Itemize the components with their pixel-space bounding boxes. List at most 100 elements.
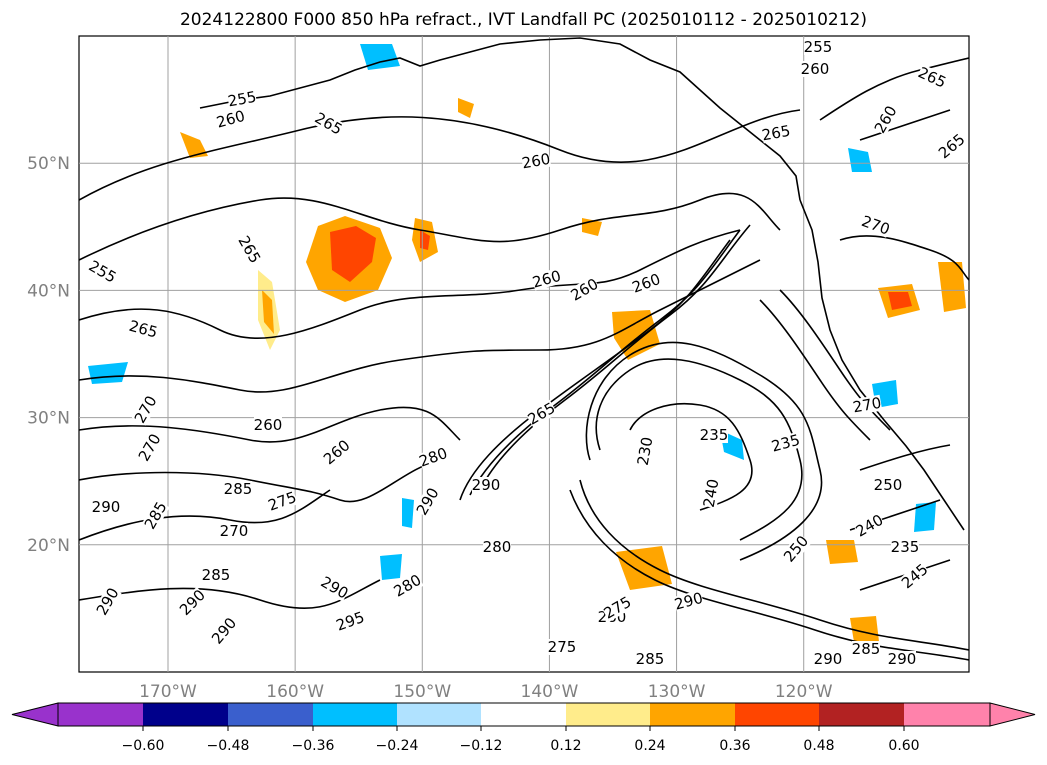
contour-label-bg	[916, 64, 949, 91]
contour-label-bg	[935, 131, 968, 162]
contour-label-bg	[770, 431, 802, 455]
patch-blue	[402, 498, 414, 528]
contour-label: 270	[851, 394, 882, 417]
contour-label-bg	[801, 61, 829, 77]
colorbar-tick-label: −0.24	[376, 738, 419, 754]
contour-label-bg	[135, 431, 164, 464]
contour-label-bg	[874, 477, 902, 493]
contour-label-bg	[568, 275, 601, 304]
colorbar-tick-label: −0.48	[207, 738, 250, 754]
contour-label-bg	[804, 39, 832, 55]
contour-label-bg	[127, 317, 159, 341]
contour-label-bg	[871, 103, 900, 136]
contour-label-bg	[318, 573, 351, 602]
lon-label: 140°W	[521, 682, 579, 702]
lon-label: 120°W	[775, 682, 833, 702]
contour-label: 230	[634, 435, 657, 466]
contour-label: 270	[220, 522, 249, 540]
map-frame	[78, 35, 970, 673]
colorbar-tick-label: 0.60	[888, 738, 919, 754]
contour-label: 290	[92, 498, 121, 516]
contour-label: 275	[548, 638, 577, 656]
contour-line	[819, 57, 969, 121]
colorbar-bin	[58, 703, 143, 726]
contour-label: 260	[520, 150, 551, 173]
contour-line	[595, 358, 803, 541]
contour-label: 280	[483, 538, 512, 556]
contour-label-bg	[700, 427, 728, 443]
contour-line	[479, 224, 751, 491]
patch-blue	[380, 554, 402, 580]
contour-lines	[79, 57, 969, 661]
patch-orange	[180, 132, 208, 158]
contour-line	[459, 239, 731, 501]
contour-label-bg	[851, 394, 883, 416]
colorbar-bin	[904, 703, 990, 726]
latitude-labels: 50°N 40°N 30°N 20°N	[27, 154, 70, 556]
contour-label: 265	[760, 122, 791, 145]
coastline-na-west	[799, 199, 965, 531]
contour-label-bg	[630, 270, 663, 296]
colorbar-tick-label: 0.24	[634, 738, 665, 754]
colorbar-under-extend	[11, 702, 59, 727]
colorbar-bin	[313, 703, 397, 726]
lat-label: 50°N	[27, 154, 70, 174]
contour-label: 285	[224, 480, 253, 498]
contour-line	[759, 299, 871, 441]
contour-label: 255	[226, 88, 257, 111]
contour-line	[839, 235, 969, 281]
contour-label-bg	[417, 444, 450, 470]
contour-label-bg	[220, 523, 248, 539]
contour-label-bg	[859, 212, 892, 238]
lat-label: 30°N	[27, 409, 70, 429]
colorbar-tick-label: 0.12	[550, 738, 581, 754]
contour-label-bg	[891, 539, 919, 555]
contour-label-bg	[888, 651, 916, 667]
contour-line	[579, 479, 969, 651]
contour-label-bg	[781, 532, 812, 565]
contour-label-bg	[141, 499, 170, 532]
contour-line	[79, 229, 741, 340]
contour-label-bg	[472, 477, 500, 493]
contour-line	[79, 192, 781, 261]
longitude-labels: 170°W 160°W 150°W 140°W 130°W 120°W	[139, 682, 833, 702]
colorbar-tick-label: −0.12	[460, 738, 503, 754]
contour-line	[79, 406, 461, 443]
patch-red	[330, 226, 376, 282]
patch-orange	[938, 262, 966, 312]
contour-label: 285	[636, 650, 665, 668]
contour-label-bg	[548, 639, 576, 655]
colorbar-tick-label: 0.48	[803, 738, 834, 754]
contour-label: 255	[804, 38, 833, 56]
contour-label-bg	[673, 589, 705, 613]
contour-label: 260	[801, 60, 830, 78]
contour-label-bg	[636, 651, 664, 667]
contour-line	[859, 109, 951, 141]
lat-label: 20°N	[27, 536, 70, 556]
contour-label-bg	[92, 499, 120, 515]
contour-label-bg	[254, 417, 282, 433]
contour-label-bg	[266, 488, 299, 514]
contour-label-bg	[226, 88, 258, 110]
contour-label-bg	[131, 393, 160, 426]
patch-red	[888, 292, 912, 310]
contour-label-bg	[814, 651, 842, 667]
contour-label-bg	[391, 571, 424, 600]
lon-label: 160°W	[266, 682, 324, 702]
patch-blue	[848, 148, 872, 172]
contour-label-bg	[601, 593, 634, 622]
patch-orange	[612, 310, 660, 360]
lon-label: 170°W	[139, 682, 197, 702]
colorbar-bin	[566, 703, 650, 726]
patch-blue	[914, 502, 936, 532]
contour-label-bg	[86, 257, 119, 286]
patch-orange	[826, 540, 858, 564]
contour-label-bg	[898, 561, 931, 592]
contour-label-bg	[224, 481, 252, 497]
contour-label: 250	[874, 476, 903, 494]
contour-line	[79, 109, 801, 201]
patch-orange	[458, 98, 474, 118]
contour-line	[79, 579, 381, 609]
patch-blue	[360, 44, 400, 70]
